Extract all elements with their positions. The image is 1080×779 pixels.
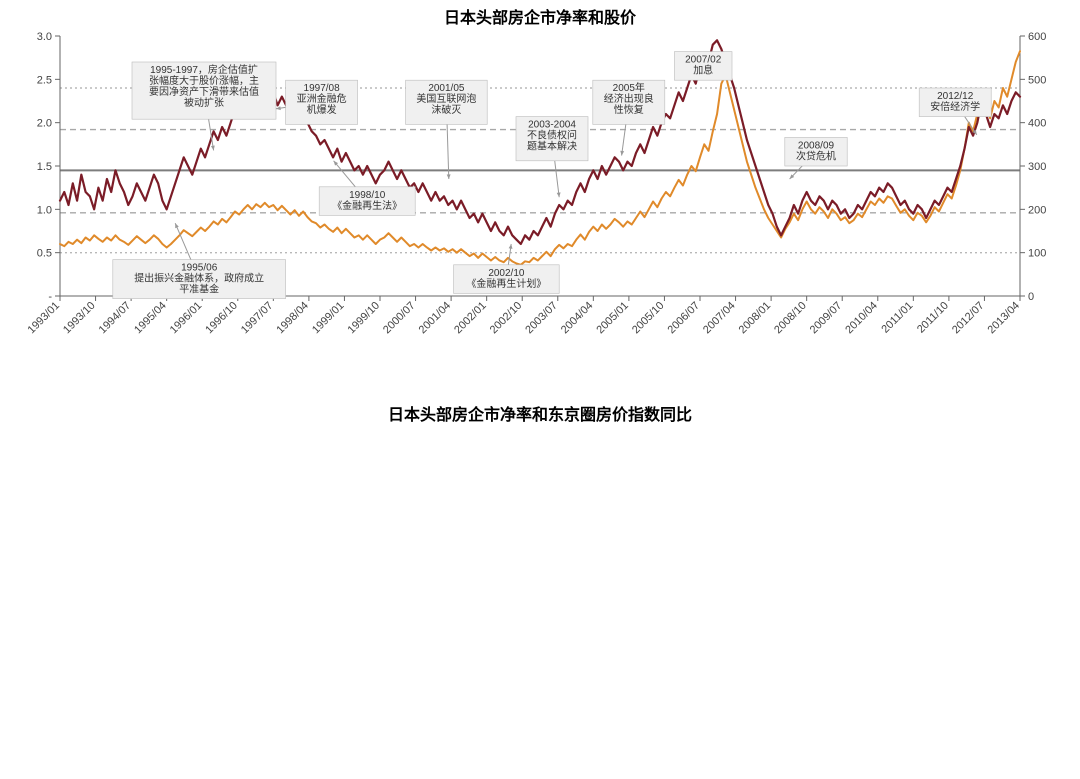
svg-text:400: 400 [1028, 118, 1046, 130]
svg-text:0.5: 0.5 [37, 248, 52, 260]
svg-text:2002/10: 2002/10 [488, 300, 525, 337]
svg-text:2.0: 2.0 [37, 118, 52, 130]
svg-text:2011/01: 2011/01 [879, 300, 915, 336]
svg-text:1997/08: 1997/08 [304, 83, 341, 94]
svg-text:2009/07: 2009/07 [808, 300, 845, 337]
svg-text:2008/10: 2008/10 [772, 300, 809, 337]
svg-text:1999/10: 1999/10 [346, 300, 383, 337]
svg-text:500: 500 [1028, 74, 1046, 86]
chart2-svg [20, 425, 1060, 745]
svg-text:1996/10: 1996/10 [203, 300, 240, 337]
svg-text:3.0: 3.0 [37, 31, 52, 43]
svg-text:2013/04: 2013/04 [986, 300, 1023, 337]
svg-text:亚洲金融危: 亚洲金融危 [297, 92, 347, 105]
svg-text:2003/07: 2003/07 [523, 300, 560, 337]
svg-text:次贷危机: 次贷危机 [796, 149, 836, 162]
svg-text:2.5: 2.5 [37, 74, 52, 86]
svg-text:200: 200 [1028, 204, 1046, 216]
svg-text:平准基金: 平准基金 [179, 283, 219, 296]
svg-text:1.5: 1.5 [37, 161, 52, 173]
svg-text:2012/07: 2012/07 [950, 300, 987, 337]
svg-text:2008/01: 2008/01 [737, 300, 774, 337]
chart2-plot [20, 425, 1060, 745]
chart1-svg: -0.51.01.52.02.53.0010020030040050060019… [20, 28, 1060, 358]
svg-text:2011/10: 2011/10 [915, 300, 951, 336]
svg-text:1995/04: 1995/04 [132, 300, 169, 337]
chart1-container: 日本头部房企市净率和股价 -0.51.01.52.02.53.001002003… [20, 0, 1060, 395]
svg-text:1994/07: 1994/07 [97, 300, 134, 337]
svg-text:被动扩张: 被动扩张 [184, 96, 224, 109]
svg-text:1995/06: 1995/06 [181, 263, 218, 274]
svg-text:2004/04: 2004/04 [559, 300, 596, 337]
svg-text:机爆发: 机爆发 [307, 103, 337, 116]
svg-text:1.0: 1.0 [37, 204, 52, 216]
svg-text:2005/10: 2005/10 [630, 300, 667, 337]
chart1-plot: -0.51.01.52.02.53.0010020030040050060019… [20, 28, 1060, 358]
svg-text:2002/10: 2002/10 [488, 268, 525, 279]
svg-text:提出振兴金融体系，政府成立: 提出振兴金融体系，政府成立 [134, 272, 264, 285]
svg-text:1997/07: 1997/07 [239, 300, 276, 337]
svg-text:2010/04: 2010/04 [843, 300, 880, 337]
svg-text:2005/01: 2005/01 [594, 300, 631, 337]
svg-text:1998/10: 1998/10 [349, 190, 386, 201]
svg-text:1998/04: 1998/04 [274, 300, 311, 337]
svg-text:张幅度大于股价涨幅，主: 张幅度大于股价涨幅，主 [149, 74, 259, 87]
svg-text:1996/01: 1996/01 [168, 300, 205, 337]
svg-text:2007/04: 2007/04 [701, 300, 738, 337]
svg-text:100: 100 [1028, 248, 1046, 260]
chart2-container: 日本头部房企市净率和东京圈房价指数同比 [20, 395, 1060, 779]
svg-text:2006/07: 2006/07 [666, 300, 703, 337]
svg-text:1993/01: 1993/01 [26, 300, 63, 337]
svg-text:2005年: 2005年 [613, 81, 645, 94]
svg-text:安倍经济学: 安倍经济学 [930, 100, 980, 113]
svg-text:2002/01: 2002/01 [452, 300, 489, 337]
svg-text:不良债权问: 不良债权问 [527, 129, 577, 142]
svg-text:2001/04: 2001/04 [417, 300, 454, 337]
svg-text:1995-1997，房企估值扩: 1995-1997，房企估值扩 [150, 63, 258, 76]
svg-text:2012/12: 2012/12 [937, 91, 974, 102]
svg-text:加息: 加息 [693, 64, 713, 77]
svg-text:1999/01: 1999/01 [310, 300, 347, 337]
chart2-title: 日本头部房企市净率和东京圈房价指数同比 [20, 401, 1060, 425]
svg-text:题基本解决: 题基本解决 [527, 140, 577, 153]
svg-text:经济出现良: 经济出现良 [604, 92, 654, 105]
svg-text:2001/05: 2001/05 [428, 83, 465, 94]
svg-text:600: 600 [1028, 31, 1046, 43]
svg-text:沫破灭: 沫破灭 [431, 103, 461, 116]
svg-text:1993/10: 1993/10 [61, 300, 98, 337]
svg-text:《金融再生计划》: 《金融再生计划》 [466, 277, 546, 290]
svg-text:2003-2004: 2003-2004 [528, 120, 576, 131]
svg-text:2007/02: 2007/02 [685, 55, 722, 66]
svg-text:性恢复: 性恢复 [614, 103, 644, 116]
svg-text:美国互联网泡: 美国互联网泡 [416, 92, 476, 105]
svg-text:《金融再生法》: 《金融再生法》 [332, 199, 402, 212]
svg-text:0: 0 [1028, 291, 1034, 303]
svg-text:要因净资产下滑带来估值: 要因净资产下滑带来估值 [149, 85, 259, 98]
chart1-title: 日本头部房企市净率和股价 [20, 4, 1060, 28]
svg-text:2000/07: 2000/07 [381, 300, 418, 337]
svg-text:300: 300 [1028, 161, 1046, 173]
svg-text:2008/09: 2008/09 [798, 140, 835, 151]
